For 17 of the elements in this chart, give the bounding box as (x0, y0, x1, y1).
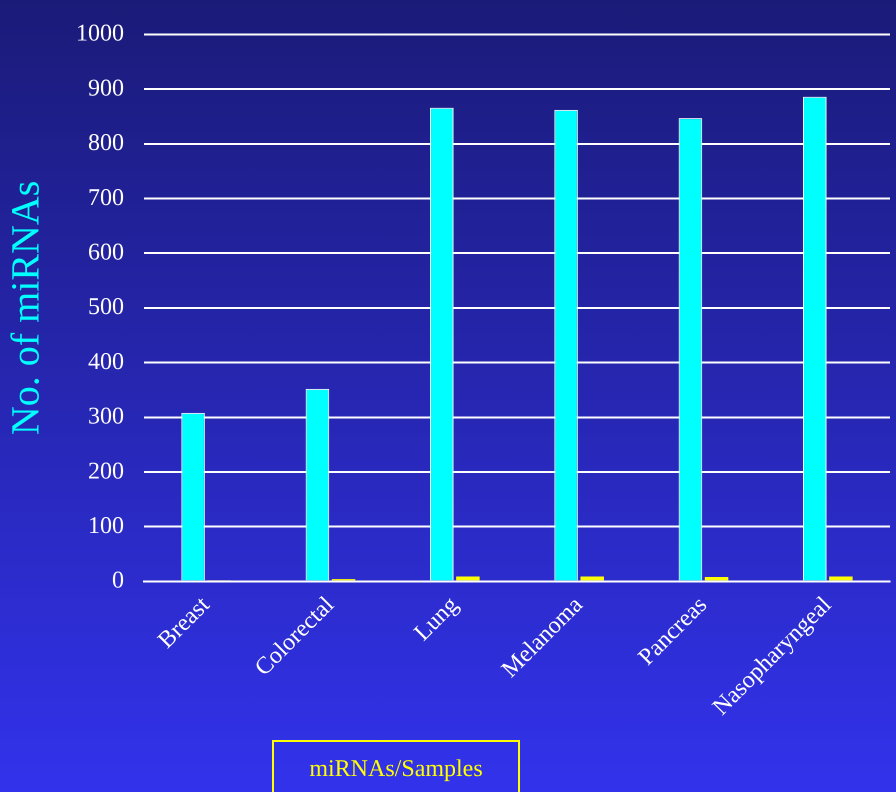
y-tick-label: 800 (88, 130, 124, 156)
bar (580, 576, 604, 580)
y-tick-label: 500 (88, 294, 124, 320)
y-axis-title: No. of miRNAs (2, 180, 48, 436)
text: miRNAs/Samples (272, 740, 520, 792)
y-tick-label: 300 (88, 404, 124, 430)
bar (704, 576, 728, 580)
bar (829, 576, 853, 580)
y-tick-label: 900 (88, 75, 124, 102)
y-tick-label: 0 (112, 568, 124, 594)
bar (456, 576, 480, 580)
y-tick-label: 600 (88, 239, 124, 266)
y-tick-label: 100 (88, 512, 124, 539)
y-tick-label: 1000 (76, 20, 124, 47)
y-tick-label: 700 (88, 184, 124, 211)
y-tick-label: 400 (88, 348, 124, 375)
y-tick-label: 200 (88, 458, 124, 484)
